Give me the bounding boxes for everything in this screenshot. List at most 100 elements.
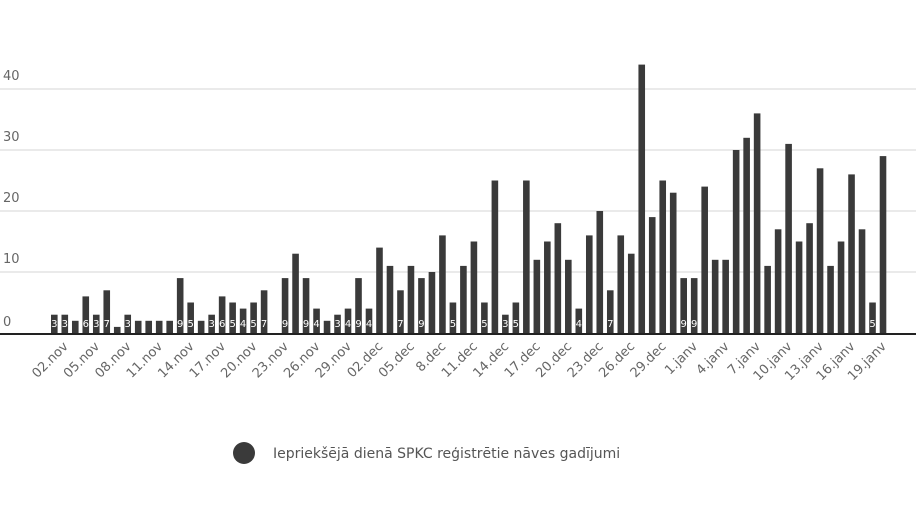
data-label: 7 xyxy=(607,319,613,330)
bar[interactable] xyxy=(166,320,173,333)
bar[interactable] xyxy=(869,302,876,334)
bar[interactable] xyxy=(701,186,708,333)
data-label: 3 xyxy=(334,319,340,330)
bar[interactable] xyxy=(764,265,771,333)
bar[interactable] xyxy=(512,302,520,334)
bar[interactable] xyxy=(218,296,226,333)
bar[interactable] xyxy=(344,308,352,333)
bar[interactable] xyxy=(575,308,583,333)
bar[interactable] xyxy=(208,314,215,333)
bar[interactable] xyxy=(82,296,90,333)
bar[interactable] xyxy=(659,180,667,334)
bar[interactable] xyxy=(785,143,792,333)
bar[interactable] xyxy=(103,290,111,333)
bar[interactable] xyxy=(386,265,394,333)
bar[interactable] xyxy=(565,259,572,333)
data-label: 9 xyxy=(418,319,424,330)
bar[interactable] xyxy=(753,113,761,334)
bar[interactable] xyxy=(617,235,625,333)
bar[interactable] xyxy=(260,290,268,333)
bar[interactable] xyxy=(92,314,100,333)
bar[interactable] xyxy=(470,241,478,334)
bar[interactable] xyxy=(722,259,729,333)
bar[interactable] xyxy=(606,290,614,333)
bar[interactable] xyxy=(155,320,163,333)
bar[interactable] xyxy=(229,302,236,334)
bar[interactable] xyxy=(449,302,457,334)
bar[interactable] xyxy=(481,302,488,334)
bar[interactable] xyxy=(418,278,425,333)
data-label: 7 xyxy=(104,319,110,330)
bar[interactable] xyxy=(774,229,782,333)
bar[interactable] xyxy=(554,223,562,333)
bar[interactable] xyxy=(61,314,69,333)
bar[interactable] xyxy=(197,320,205,333)
data-label: 3 xyxy=(125,319,131,330)
legend[interactable]: Iepriekšējā dienā SPKC reģistrētie nāves… xyxy=(233,442,620,464)
bar[interactable] xyxy=(827,265,834,333)
bar[interactable] xyxy=(124,314,132,333)
bar[interactable] xyxy=(292,253,299,333)
bar[interactable] xyxy=(523,180,530,334)
data-label: 6 xyxy=(219,319,225,330)
bar[interactable] xyxy=(795,241,803,334)
bar[interactable] xyxy=(743,137,750,333)
bar[interactable] xyxy=(816,168,824,333)
bar[interactable] xyxy=(250,302,257,334)
data-label: 5 xyxy=(450,319,456,330)
data-label: 3 xyxy=(51,319,57,330)
bar[interactable] xyxy=(145,320,153,333)
bar[interactable] xyxy=(313,308,320,333)
bar[interactable] xyxy=(281,278,289,333)
bar[interactable] xyxy=(302,278,310,333)
bar[interactable] xyxy=(669,192,677,333)
data-label: 4 xyxy=(366,319,372,330)
bar[interactable] xyxy=(711,259,719,333)
data-label: 4 xyxy=(240,319,246,330)
bar[interactable] xyxy=(365,308,373,333)
bar[interactable] xyxy=(113,326,121,333)
bar[interactable] xyxy=(879,156,887,333)
x-tick-label: 05.dec xyxy=(376,339,418,381)
bar[interactable] xyxy=(585,235,593,333)
bar[interactable] xyxy=(239,308,247,333)
bar[interactable] xyxy=(544,241,551,334)
bar[interactable] xyxy=(502,314,509,333)
data-label: 5 xyxy=(481,319,487,330)
y-tick-label: 10 xyxy=(3,252,20,267)
bar[interactable] xyxy=(648,217,656,333)
bar[interactable] xyxy=(680,278,687,333)
bar[interactable] xyxy=(334,314,341,333)
bar[interactable] xyxy=(397,290,404,333)
bar[interactable] xyxy=(51,314,58,333)
bar[interactable] xyxy=(355,278,362,333)
bar[interactable] xyxy=(439,235,446,333)
bar[interactable] xyxy=(596,211,604,333)
bar[interactable] xyxy=(460,265,467,333)
bar[interactable] xyxy=(71,320,79,333)
data-label: 9 xyxy=(177,319,183,330)
bar[interactable] xyxy=(134,320,142,333)
bar[interactable] xyxy=(858,229,866,333)
gridlines xyxy=(0,88,916,273)
bar[interactable] xyxy=(848,174,855,333)
bar[interactable] xyxy=(187,302,194,334)
bar[interactable] xyxy=(491,180,499,334)
bar[interactable] xyxy=(323,320,331,333)
bar[interactable] xyxy=(376,247,383,333)
bar[interactable] xyxy=(806,223,813,333)
bar[interactable] xyxy=(627,253,635,333)
bar[interactable] xyxy=(533,259,541,333)
bar[interactable] xyxy=(407,265,415,333)
bar[interactable] xyxy=(638,64,646,333)
bar[interactable] xyxy=(176,278,184,333)
bar[interactable] xyxy=(732,150,740,333)
data-label: 3 xyxy=(93,319,99,330)
bar[interactable] xyxy=(837,241,845,334)
bar[interactable] xyxy=(690,278,698,333)
data-label: 5 xyxy=(229,319,235,330)
y-axis-ticks: 0 10 20 30 40 xyxy=(3,69,20,330)
data-label: 5 xyxy=(869,319,875,330)
bar[interactable] xyxy=(428,272,436,333)
